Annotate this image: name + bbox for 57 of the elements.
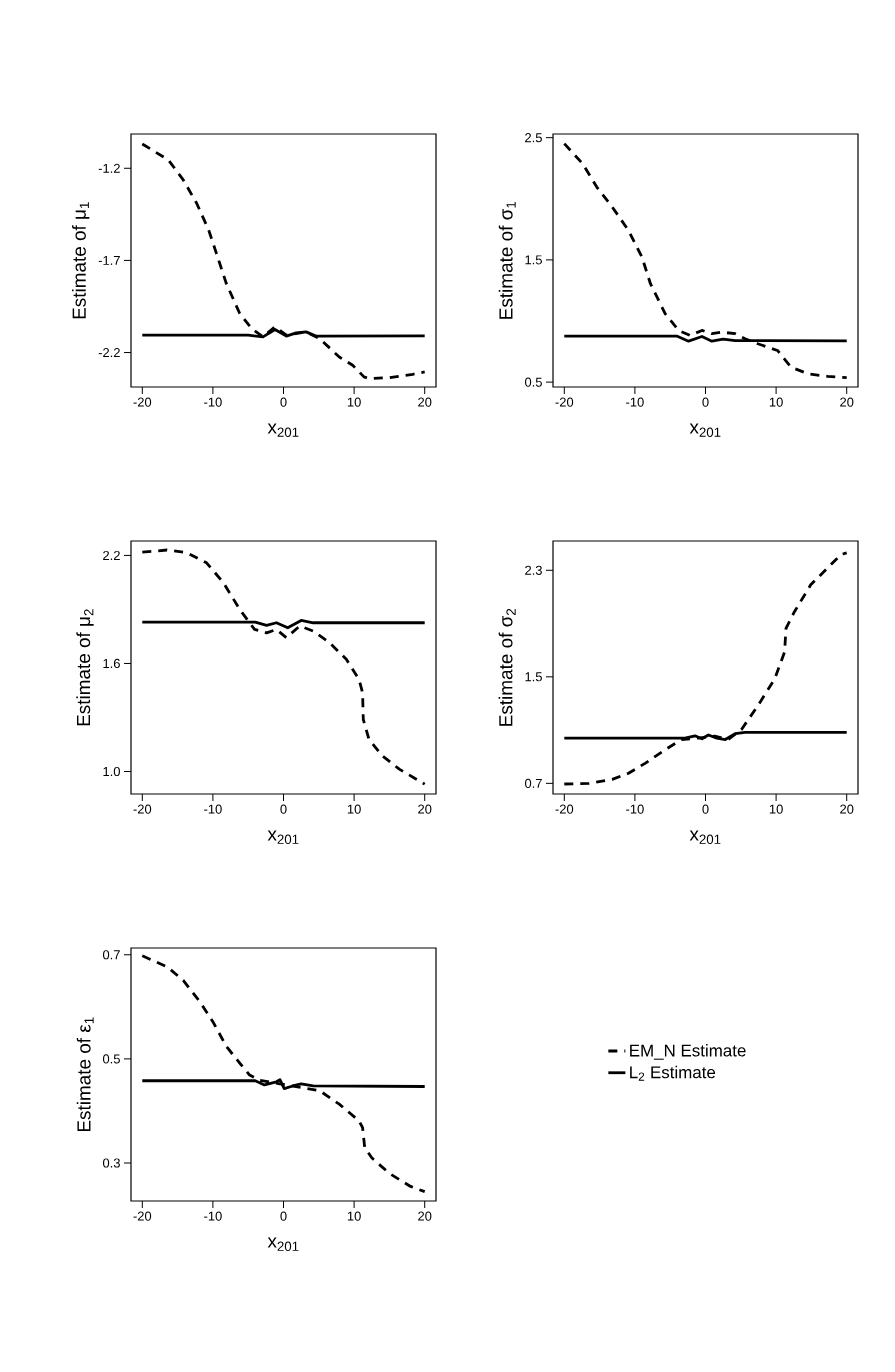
legend-label: L$_{2}$ Estimate — [630, 1065, 716, 1081]
y-axis-title: Estimate of ε$_{1}$ — [76, 1017, 94, 1132]
x-tick-label: 0 — [702, 804, 709, 814]
x-tick-label: -10 — [204, 804, 222, 814]
x-tick-label: 10 — [347, 1211, 361, 1221]
y-tick-label: 2.5 — [525, 133, 542, 143]
line-series — [140, 954, 427, 1194]
x-axis-title: x$_{201}$ — [689, 830, 721, 844]
y-tick-label: -1.2 — [98, 163, 120, 173]
y-tick-label: 2.3 — [525, 565, 542, 575]
line-series — [140, 548, 427, 786]
y-tick-label: 0.7 — [102, 950, 120, 960]
y-tick-label: 0.5 — [524, 377, 542, 387]
x-tick-label: 20 — [418, 1211, 432, 1221]
x-tick-label: -20 — [133, 397, 152, 407]
y-tick-label: 1.0 — [103, 766, 120, 777]
x-tick-label: 10 — [347, 804, 361, 814]
x-tick-label: 20 — [418, 804, 432, 814]
x-tick-label: 10 — [769, 397, 783, 407]
x-tick-label: -10 — [626, 397, 644, 407]
legend-label: EM_N Estimate — [630, 1044, 746, 1060]
x-axis-title: x$_{201}$ — [267, 830, 299, 844]
x-tick-label: 20 — [840, 804, 854, 814]
y-axis-title: Estimate of μ$_{2}$ — [76, 609, 94, 726]
x-axis-title: x$_{201}$ — [689, 423, 721, 437]
y-axis-title: Estimate of μ$_{1}$ — [71, 202, 90, 319]
x-tick-label: 10 — [347, 397, 361, 407]
x-tick-label: -20 — [133, 804, 152, 814]
y-tick-label: 1.5 — [525, 255, 542, 265]
x-axis-title: x$_{201}$ — [267, 1237, 299, 1251]
y-tick-label: 0.7 — [524, 778, 542, 788]
line-series — [562, 142, 849, 380]
x-axis-title: x$_{201}$ — [267, 423, 299, 437]
x-tick-label: -20 — [555, 804, 574, 814]
line-series — [140, 142, 427, 380]
x-tick-label: -20 — [133, 1211, 152, 1221]
line-series — [562, 551, 849, 786]
x-tick-label: 0 — [702, 397, 709, 407]
y-tick-label: 0.3 — [102, 1158, 120, 1168]
x-tick-label: -10 — [204, 397, 222, 407]
x-tick-label: 20 — [418, 397, 432, 407]
x-tick-label: 10 — [769, 804, 783, 814]
y-axis-title: Estimate of σ$_{1}$ — [498, 201, 516, 319]
x-tick-label: 0 — [280, 804, 287, 814]
x-tick-label: 0 — [280, 397, 287, 407]
y-tick-label: 1.6 — [103, 658, 120, 669]
y-tick-label: 1.5 — [525, 672, 542, 682]
x-tick-label: 0 — [280, 1211, 287, 1221]
y-tick-label: -1.7 — [98, 255, 120, 265]
y-tick-label: 2.2 — [103, 550, 120, 560]
x-tick-label: -10 — [626, 804, 644, 814]
y-tick-label: 0.5 — [102, 1054, 120, 1064]
x-tick-label: 20 — [840, 397, 854, 407]
x-tick-label: -10 — [204, 1211, 222, 1221]
y-axis-title: Estimate of σ$_{2}$ — [498, 608, 516, 726]
x-tick-label: -20 — [555, 397, 574, 407]
y-tick-label: -2.2 — [98, 348, 120, 358]
